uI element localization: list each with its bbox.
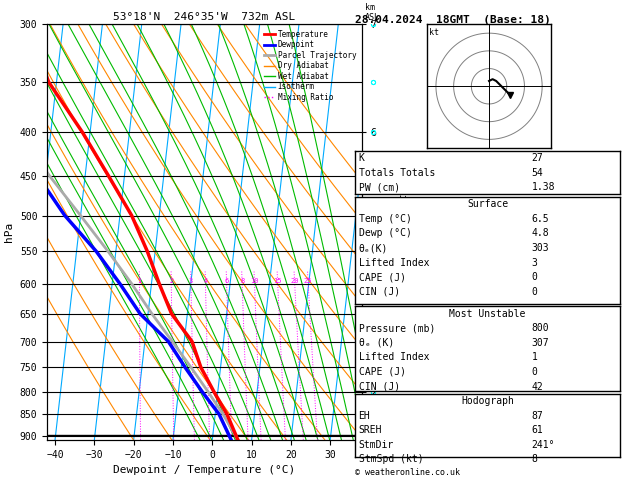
Text: 1: 1 [137, 278, 142, 284]
Text: 307: 307 [532, 338, 549, 348]
Text: Hodograph: Hodograph [461, 396, 514, 406]
Text: 27: 27 [532, 153, 543, 163]
Text: Most Unstable: Most Unstable [449, 309, 526, 319]
Text: 20: 20 [291, 278, 299, 284]
Text: 6: 6 [225, 278, 229, 284]
Text: 42: 42 [532, 382, 543, 392]
Text: Dewp (°C): Dewp (°C) [359, 228, 411, 239]
Text: 0: 0 [532, 272, 537, 282]
Text: StmDir: StmDir [359, 440, 394, 450]
Title: 53°18'N  246°35'W  732m ASL: 53°18'N 246°35'W 732m ASL [113, 12, 296, 22]
Text: SREH: SREH [359, 425, 382, 435]
Text: EH: EH [359, 411, 370, 421]
Text: 28.04.2024  18GMT  (Base: 18): 28.04.2024 18GMT (Base: 18) [355, 15, 551, 25]
Y-axis label: Mixing Ratio (g/kg): Mixing Ratio (g/kg) [398, 176, 408, 288]
X-axis label: Dewpoint / Temperature (°C): Dewpoint / Temperature (°C) [113, 465, 296, 475]
Text: Lifted Index: Lifted Index [359, 352, 429, 363]
Text: Totals Totals: Totals Totals [359, 168, 435, 178]
Text: 1.38: 1.38 [532, 182, 555, 192]
Text: 87: 87 [532, 411, 543, 421]
Text: kt: kt [429, 28, 439, 37]
Text: 6.5: 6.5 [532, 214, 549, 224]
Text: 241°: 241° [532, 440, 555, 450]
Text: CIN (J): CIN (J) [359, 287, 399, 297]
Text: 10: 10 [250, 278, 259, 284]
Text: 2: 2 [169, 278, 174, 284]
Text: θₑ (K): θₑ (K) [359, 338, 394, 348]
Text: K: K [359, 153, 364, 163]
Text: 4: 4 [203, 278, 208, 284]
Text: CIN (J): CIN (J) [359, 382, 399, 392]
Text: Surface: Surface [467, 199, 508, 209]
Text: 61: 61 [532, 425, 543, 435]
Text: θₑ(K): θₑ(K) [359, 243, 388, 253]
Text: 0: 0 [532, 367, 537, 377]
Text: CAPE (J): CAPE (J) [359, 367, 406, 377]
Text: CAPE (J): CAPE (J) [359, 272, 406, 282]
Text: 0: 0 [532, 287, 537, 297]
Text: StmSpd (kt): StmSpd (kt) [359, 454, 423, 465]
Text: 8: 8 [532, 454, 537, 465]
Text: 1: 1 [532, 352, 537, 363]
Text: 3: 3 [532, 258, 537, 268]
Text: km
ASL: km ASL [365, 3, 380, 22]
Text: 303: 303 [532, 243, 549, 253]
Text: 800: 800 [532, 323, 549, 333]
Text: Pressure (mb): Pressure (mb) [359, 323, 435, 333]
Text: LCL: LCL [365, 431, 380, 439]
Text: 4.8: 4.8 [532, 228, 549, 239]
Legend: Temperature, Dewpoint, Parcel Trajectory, Dry Adiabat, Wet Adiabat, Isotherm, Mi: Temperature, Dewpoint, Parcel Trajectory… [262, 28, 358, 104]
Text: 25: 25 [304, 278, 313, 284]
Text: Lifted Index: Lifted Index [359, 258, 429, 268]
Text: Temp (°C): Temp (°C) [359, 214, 411, 224]
Y-axis label: hPa: hPa [4, 222, 14, 242]
Text: 15: 15 [274, 278, 282, 284]
Text: 54: 54 [532, 168, 543, 178]
Text: 8: 8 [240, 278, 244, 284]
Text: 3: 3 [189, 278, 193, 284]
Text: © weatheronline.co.uk: © weatheronline.co.uk [355, 468, 460, 477]
Text: PW (cm): PW (cm) [359, 182, 399, 192]
